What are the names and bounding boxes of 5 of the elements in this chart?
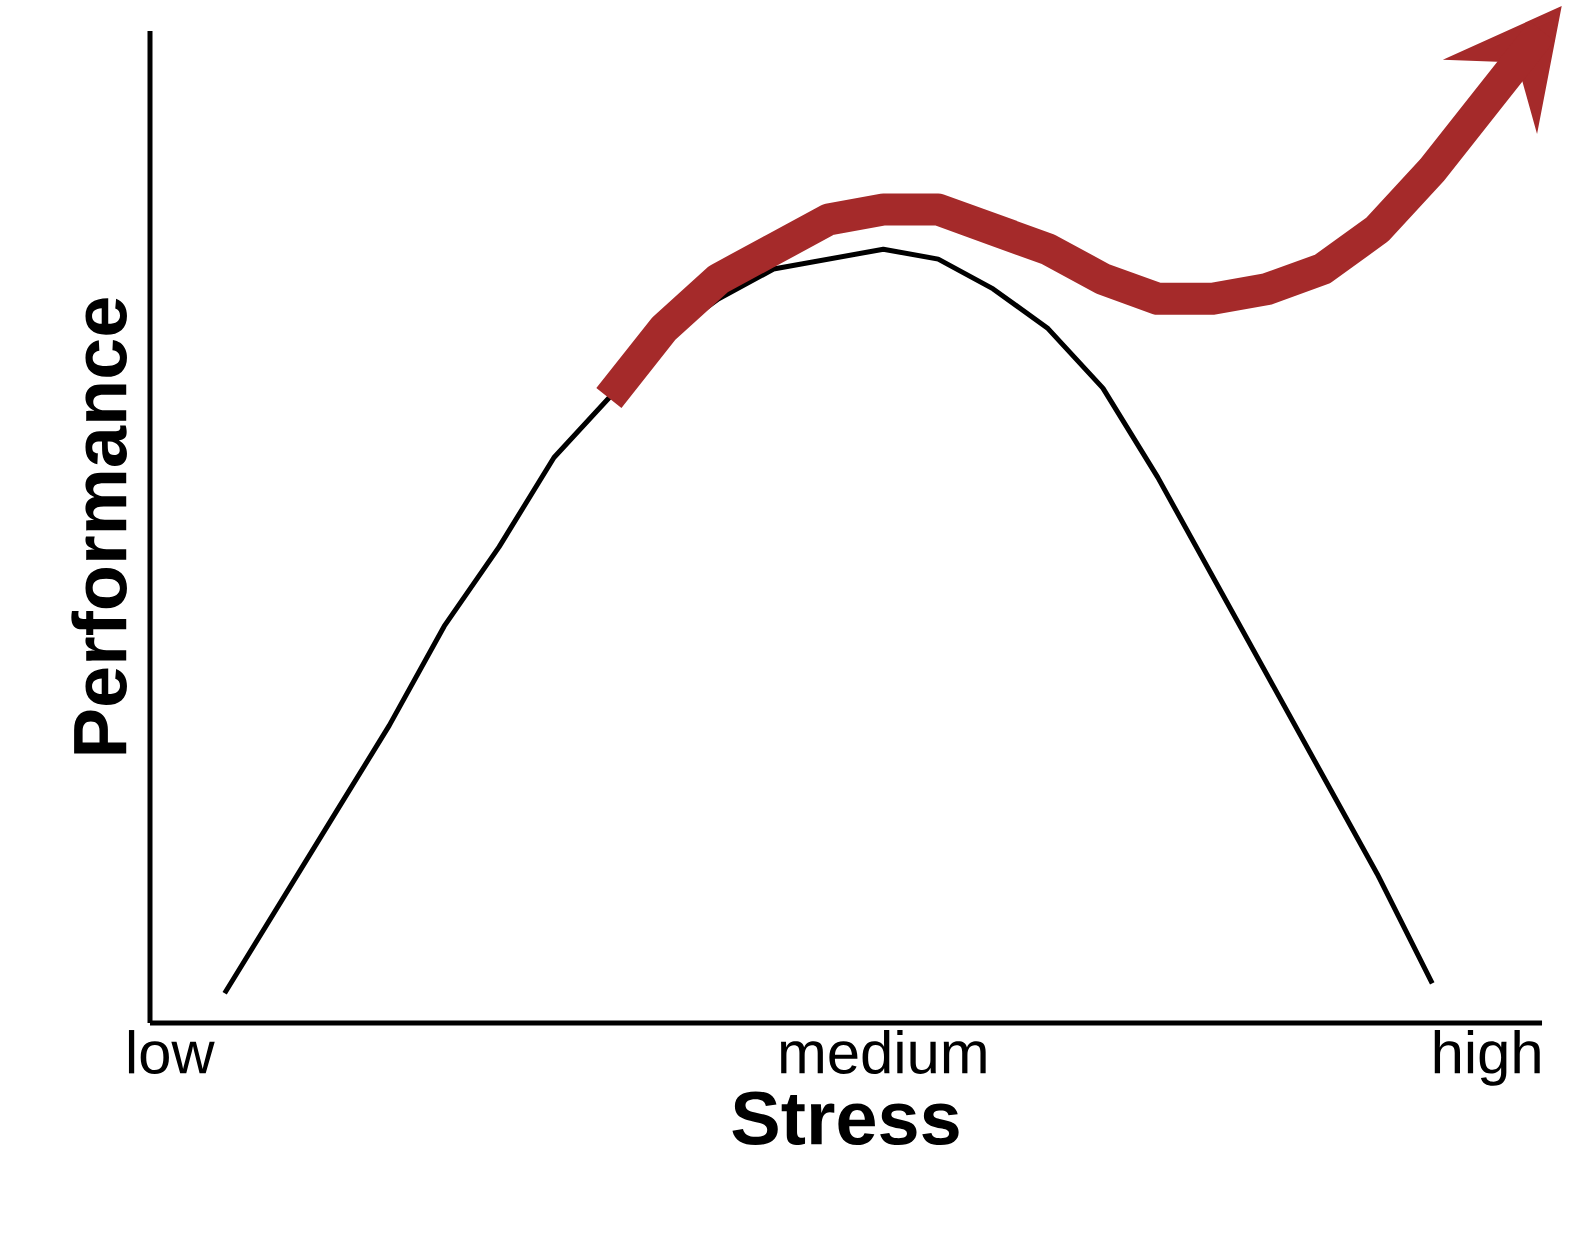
y-axis-title: Performance — [71, 298, 127, 754]
x-tick-label: medium — [781, 1030, 986, 1074]
x-tick-label: low — [128, 1030, 215, 1074]
x-tick-label: high — [1434, 1030, 1540, 1086]
x-axis-title: Stress — [732, 1091, 959, 1146]
